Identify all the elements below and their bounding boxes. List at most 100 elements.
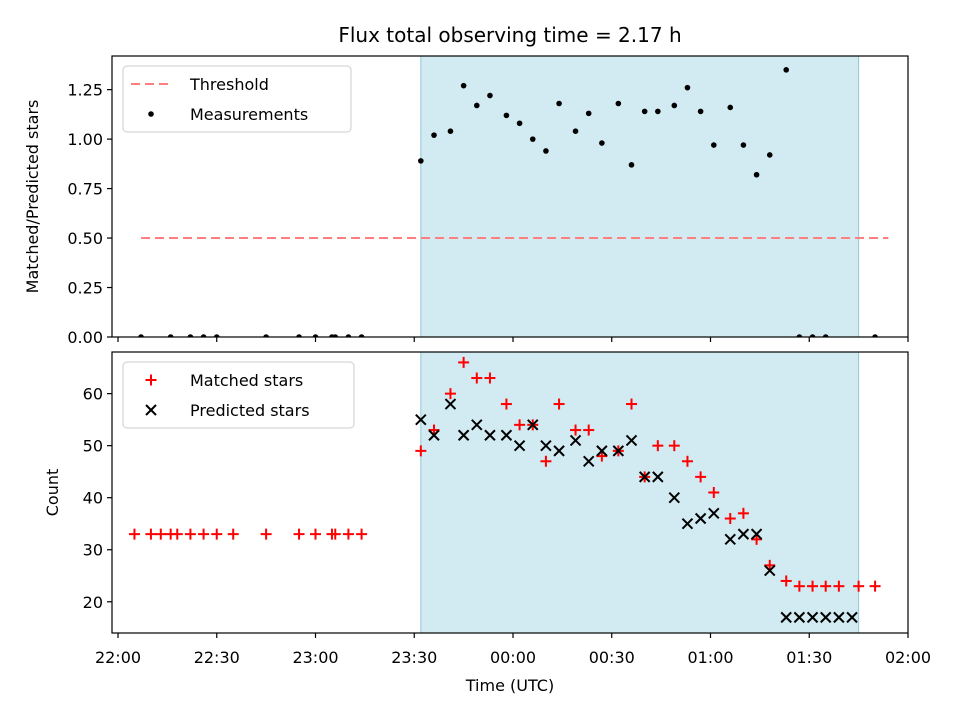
- predicted-point: [724, 533, 736, 546]
- matched-point: [184, 528, 196, 540]
- matched-point: [500, 398, 512, 410]
- measurement-point: [138, 334, 144, 337]
- measurement-point: [740, 142, 747, 148]
- y-axis-label: Count: [43, 469, 62, 517]
- matched-point: [570, 424, 582, 436]
- matched-point: [342, 528, 354, 540]
- legend: Matched stars Predicted stars: [122, 361, 355, 429]
- shaded-interval: [420, 56, 860, 337]
- chart-title: Flux total observing time = 2.17 h: [338, 23, 681, 47]
- matched-point: [329, 528, 341, 540]
- matched-point: [695, 471, 707, 483]
- measurement-point: [312, 334, 319, 337]
- matched-point: [458, 356, 470, 368]
- predicted-point: [513, 439, 526, 452]
- y-tick-label: 30: [83, 541, 103, 560]
- x-tick-label: 23:30: [391, 648, 437, 667]
- plot-area-top: [138, 56, 889, 337]
- matched-point: [444, 388, 456, 400]
- matched-point: [553, 398, 565, 410]
- measurement-point: [628, 162, 635, 168]
- axes-frame: [111, 55, 909, 338]
- measurement-point: [753, 171, 760, 178]
- measurement-point: [822, 334, 829, 337]
- x-tick-label: 00:00: [490, 648, 536, 667]
- measurement-point: [487, 92, 493, 99]
- measurement-point: [473, 102, 480, 109]
- matched-point: [155, 528, 167, 540]
- axes-frame: [111, 351, 909, 634]
- predicted-point: [471, 419, 483, 431]
- matched-point: [260, 528, 272, 540]
- y-tick-label: 50: [83, 437, 103, 456]
- measurement-point: [460, 82, 467, 89]
- matched-point: [596, 450, 608, 462]
- measurement-point: [187, 334, 194, 337]
- plot-area-bottom: [128, 352, 881, 633]
- legend-label: Predicted stars: [190, 401, 310, 420]
- legend-label: Matched stars: [190, 371, 303, 390]
- measurement-point: [710, 142, 717, 148]
- predicted-point: [750, 528, 763, 540]
- matched-point: [428, 424, 440, 436]
- measurement-point: [872, 334, 878, 337]
- predicted-point: [638, 471, 651, 483]
- predicted-point: [500, 429, 513, 441]
- matched-point: [471, 372, 483, 384]
- x-tick-label: 01:30: [786, 648, 832, 667]
- matched-point: [764, 559, 776, 571]
- measurement-point: [167, 334, 174, 337]
- matched-point: [310, 528, 321, 540]
- matched-point: [415, 445, 427, 457]
- predicted-point: [612, 445, 625, 457]
- measurement-point: [431, 132, 437, 138]
- legend: Threshold Measurements: [122, 65, 352, 133]
- y-tick-label: 40: [83, 489, 103, 508]
- legend-box: [122, 65, 352, 133]
- predicted-point: [708, 507, 720, 520]
- y-tick-label: 0.75: [67, 180, 103, 199]
- predicted-point: [569, 434, 582, 447]
- matched-point: [652, 440, 664, 452]
- y-tick-label: 0.25: [67, 279, 103, 298]
- measurement-point: [615, 100, 622, 107]
- predicted-point: [806, 611, 819, 624]
- measurement-point: [684, 84, 691, 91]
- y-axis-label: Matched/Predicted stars: [23, 100, 42, 294]
- matched-point: [128, 528, 140, 540]
- matched-point: [853, 580, 865, 592]
- predicted-point: [737, 528, 750, 540]
- predicted-point: [833, 611, 845, 624]
- legend-label: Measurements: [190, 105, 308, 124]
- x-tick-label: 22:30: [194, 648, 240, 667]
- measurement-point: [727, 104, 734, 111]
- matched-point: [833, 580, 845, 592]
- predicted-point: [652, 471, 664, 483]
- matched-point: [171, 528, 183, 540]
- predicted-point: [540, 439, 552, 452]
- y-tick-label: 60: [83, 385, 103, 404]
- measurement-point: [599, 140, 605, 146]
- x-axis-label: Time (UTC): [465, 676, 554, 695]
- measurement-point: [543, 148, 549, 154]
- y-tick-label: 0.50: [67, 229, 103, 248]
- matched-point: [869, 580, 881, 592]
- measurement-point: [585, 110, 592, 117]
- measurement-point: [447, 128, 454, 134]
- predicted-point: [681, 518, 694, 530]
- y-tick-label: 1.00: [67, 130, 103, 149]
- predicted-point: [780, 611, 792, 624]
- measurement-point: [213, 334, 220, 337]
- x-tick-label: 22:00: [95, 648, 141, 667]
- y-tick-label: 0.00: [67, 328, 103, 347]
- measurement-point: [418, 158, 424, 164]
- measurement-point: [516, 120, 523, 127]
- measurement-point: [200, 334, 207, 337]
- matched-point: [668, 440, 680, 452]
- matched-point: [708, 487, 720, 498]
- legend-measurement-swatch: [148, 111, 154, 117]
- predicted-point: [457, 429, 470, 441]
- x-tick-label: 01:00: [687, 648, 733, 667]
- matched-point: [820, 580, 832, 592]
